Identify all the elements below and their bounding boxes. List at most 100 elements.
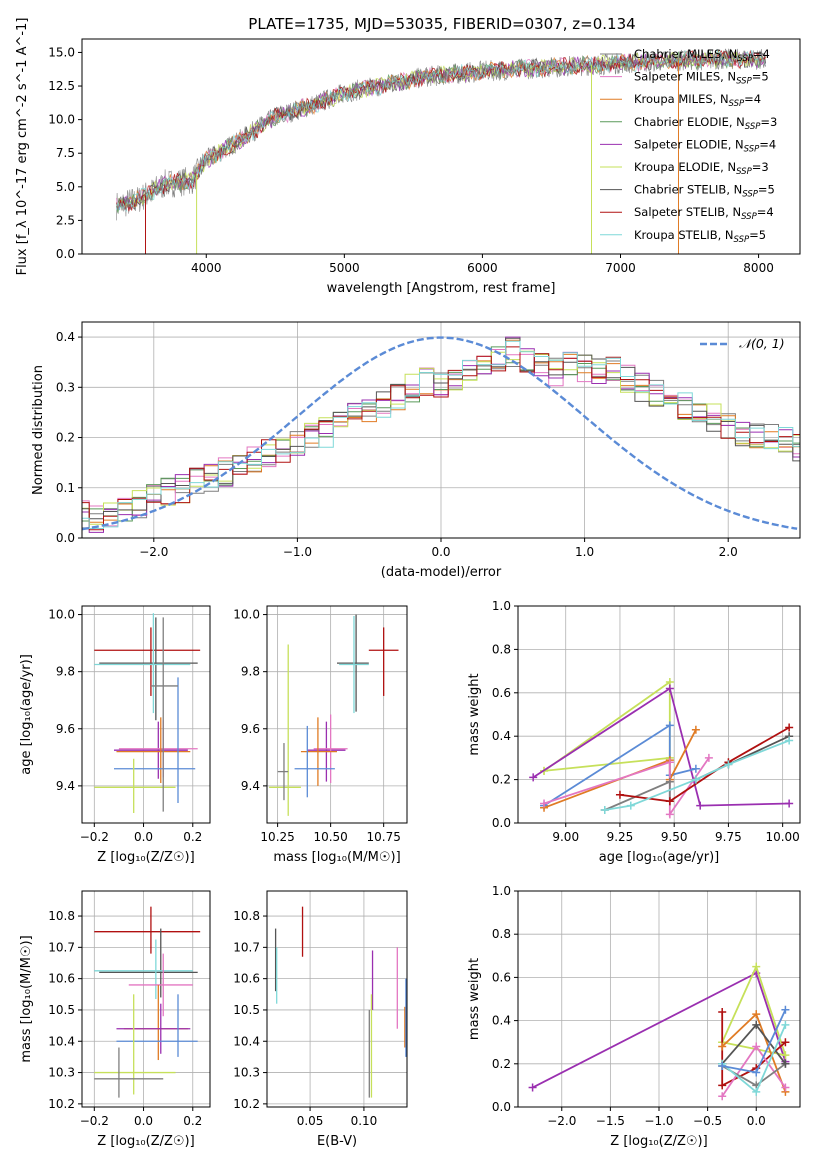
plot-area	[269, 614, 399, 816]
legend-label: Chabrier ELODIE, NSSP=3	[634, 115, 777, 132]
histogram-chabrier-miles	[82, 351, 800, 529]
x-tick-label: 0.0	[747, 1114, 766, 1128]
x-axis-label: mass [log₁₀(M/M☉)]	[273, 850, 400, 865]
y-axis-label: mass [log₁₀(M/M☉)]	[19, 935, 34, 1062]
ticks: −2.0 −1.0 0.0 1.0 2.0 0.0 0.1 0.2 0.3 0.4	[56, 330, 738, 559]
errorbar-point	[94, 1047, 164, 1098]
histogram-salpeter-stelib	[82, 346, 800, 531]
errorbar-point	[339, 615, 369, 714]
errorbar-point	[94, 994, 176, 1095]
ticks: −0.2 0.0 0.2 9.4 9.6 9.8 10.0	[48, 608, 202, 844]
weight-marker	[665, 810, 674, 819]
x-tick-label: 0.0	[431, 545, 450, 559]
y-tick-label: 0.3	[56, 380, 75, 394]
x-tick-label: 0.0	[134, 830, 153, 844]
weight-marker	[718, 1061, 727, 1070]
weight-marker	[704, 753, 713, 762]
x-tick-label: 9.00	[552, 830, 579, 844]
weight-marker	[781, 1059, 790, 1068]
weight-marker	[665, 721, 674, 730]
weight-line	[543, 723, 697, 807]
errorbar-point	[368, 627, 399, 696]
model-chabrier-miles	[116, 50, 766, 211]
x-tick-label: 7000	[605, 261, 636, 275]
x-tick-label: 9.25	[607, 830, 634, 844]
y-tick-label: 0.4	[492, 729, 511, 743]
weight-marker	[718, 1042, 727, 1051]
y-tick-label: 10.3	[233, 1066, 260, 1080]
x-tick-label: 8000	[743, 261, 774, 275]
panel-8: −2.0 −1.5 −1.0 −0.5 0.0 0.0 0.2 0.4 0.6 0.8 1.0 Z […	[467, 884, 801, 1149]
y-tick-label: 10.3	[48, 1066, 75, 1080]
errorbar-point	[94, 627, 201, 696]
axes-frame	[81, 605, 211, 824]
errorbar-point	[94, 613, 191, 714]
histogram-chabrier-elodie	[82, 346, 800, 522]
y-tick-label: 10.8	[233, 909, 260, 923]
plot-area	[274, 906, 407, 1098]
y-tick-label: 9.4	[56, 779, 75, 793]
weight-line	[619, 726, 790, 803]
errorbar-point	[116, 994, 198, 1057]
y-tick-label: 0.1	[56, 481, 75, 495]
histogram-salpeter-miles	[82, 349, 800, 527]
y-tick-label: 10.5	[233, 1003, 260, 1017]
weight-marker	[665, 758, 674, 767]
x-tick-label: 0.2	[183, 830, 202, 844]
ticks: 9.00 9.25 9.50 9.75 10.00 0.0 0.2 0.4 0.6 0.8 1.0	[492, 599, 800, 844]
weight-marker	[600, 805, 609, 814]
model-kroupa-stelib	[116, 48, 766, 213]
y-tick-label: 9.6	[241, 722, 260, 736]
weight-line	[543, 680, 671, 772]
x-axis-label: wavelength [Angstrom, rest frame]	[327, 281, 556, 296]
legend: Chabrier MILES, NSSP=4 Salpeter MILES, NS…	[600, 47, 777, 245]
x-tick-label: 6000	[467, 261, 498, 275]
x-tick-label: 0.05	[297, 1114, 324, 1128]
y-tick-label: 0.0	[492, 1100, 511, 1114]
x-tick-label: 5000	[329, 261, 360, 275]
axes-frame	[81, 890, 211, 1108]
histogram-kroupa-elodie	[82, 350, 800, 525]
y-tick-label: 0.4	[56, 330, 75, 344]
errorbar-point	[128, 953, 193, 1017]
y-tick-label: 15.0	[48, 45, 75, 59]
y-tick-label: 9.8	[56, 665, 75, 679]
y-tick-label: 0.0	[56, 247, 75, 261]
y-axis-label: age [log₁₀(age/yr)]	[19, 654, 34, 775]
x-axis-label: Z [log₁₀(Z/Z☉)]	[97, 1134, 194, 1149]
plot-area	[82, 336, 800, 533]
errorbar-point	[294, 725, 335, 798]
y-tick-label: 0.6	[492, 686, 511, 700]
weight-marker	[615, 790, 624, 799]
weight-marker	[752, 1087, 761, 1096]
y-axis-label: mass weight	[467, 673, 482, 755]
y-tick-label: 9.6	[56, 722, 75, 736]
errorbar-point	[99, 617, 198, 721]
y-tick-label: 0.6	[492, 970, 511, 984]
panel-6: −0.2 0.0 0.2 10.2 10.3 10.4 10.5 10.6 10.7 10.8 Z …	[19, 890, 211, 1149]
panel-5: 9.00 9.25 9.50 9.75 10.00 0.0 0.2 0.4 0.6 0.8 1.0 a…	[467, 599, 801, 865]
histogram-chabrier-stelib	[82, 337, 800, 520]
weight-marker	[785, 723, 794, 732]
legend-label: Chabrier STELIB, NSSP=5	[634, 183, 775, 200]
weight-marker	[665, 684, 674, 693]
weight-marker	[528, 1083, 537, 1092]
weight-marker	[752, 1020, 761, 1029]
histogram-kroupa-stelib	[82, 340, 800, 529]
x-tick-label: −0.2	[80, 830, 109, 844]
legend-label: Chabrier MILES, NSSP=4	[634, 47, 770, 64]
panel-2: −2.0 −1.0 0.0 1.0 2.0 0.0 0.1 0.2 0.3 0.4 (data-mo…	[31, 321, 801, 580]
y-tick-label: 9.8	[241, 665, 260, 679]
ticks: −0.2 0.0 0.2 10.2 10.3 10.4 10.5 10.6 10.7 10.8	[48, 909, 202, 1128]
y-tick-label: 0.2	[492, 773, 511, 787]
errorbar-point	[94, 906, 201, 954]
x-tick-label: −0.2	[80, 1114, 109, 1128]
y-tick-label: 1.0	[492, 599, 511, 613]
y-tick-label: 10.2	[233, 1097, 260, 1111]
y-tick-label: 10.4	[233, 1034, 260, 1048]
x-tick-label: 9.50	[661, 830, 688, 844]
y-tick-label: 10.5	[48, 1003, 75, 1017]
y-tick-label: 0.4	[492, 1014, 511, 1028]
errorbar-point	[277, 743, 289, 801]
